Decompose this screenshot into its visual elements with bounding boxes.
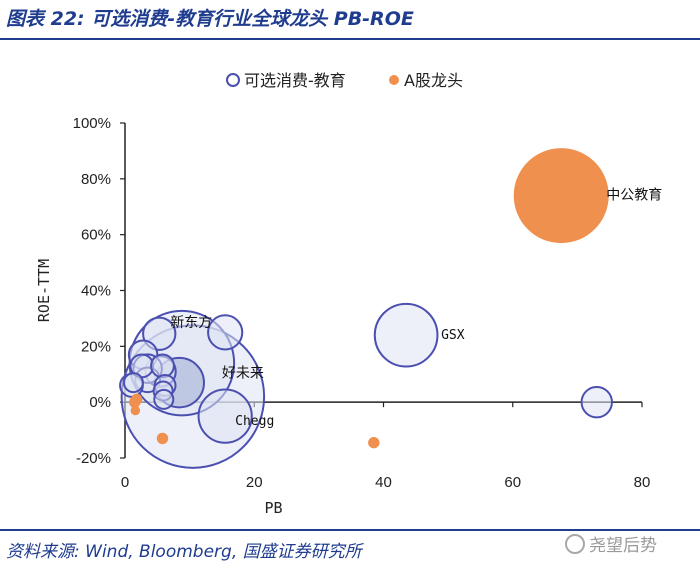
edu-company-bubble xyxy=(580,385,613,419)
y-tick-label: 100% xyxy=(73,115,111,132)
wechat-icon xyxy=(565,534,585,554)
a-share-bubble xyxy=(130,405,141,416)
x-tick-label: 0 xyxy=(121,474,129,491)
x-axis-title: PB xyxy=(264,499,282,517)
footer-divider xyxy=(0,529,700,531)
bubbles xyxy=(119,148,613,469)
data-label: 中公教育 xyxy=(606,188,662,204)
legend-marker-edu xyxy=(226,73,240,87)
figure-title: 图表 22: 可选消费-教育行业全球龙头 PB-ROE xyxy=(6,8,414,30)
a-share-bubble xyxy=(130,393,143,406)
a-share-bubble xyxy=(513,148,609,244)
y-tick-label: -20% xyxy=(76,450,111,467)
source-note: 资料来源: Wind, Bloomberg, 国盛证券研究所 xyxy=(6,542,362,562)
watermark: 尧望后势 xyxy=(565,531,657,556)
edu-company-bubble xyxy=(122,372,144,394)
edu-company-bubble xyxy=(207,314,244,351)
legend-marker-a-share xyxy=(389,75,399,85)
x-tick-label: 80 xyxy=(634,474,651,491)
y-tick-label: 40% xyxy=(81,283,111,300)
edu-company-bubble xyxy=(197,388,253,444)
y-tick-label: 0% xyxy=(89,394,111,411)
y-axis-title: ROE-TTM xyxy=(35,259,53,322)
y-tick-label: 60% xyxy=(81,227,111,244)
title-divider xyxy=(0,38,700,40)
x-tick-label: 20 xyxy=(246,474,263,491)
edu-company-bubble xyxy=(150,353,175,379)
y-tick-label: 80% xyxy=(81,171,111,188)
y-tick-label: 20% xyxy=(81,338,111,355)
legend: 可选消费-教育 A股龙头 xyxy=(226,71,463,90)
data-label: GSX xyxy=(441,328,465,343)
legend-label-edu: 可选消费-教育 xyxy=(244,71,346,90)
edu-company-bubble xyxy=(153,388,175,410)
edu-company-bubble xyxy=(373,302,439,368)
data-label: Chegg xyxy=(235,414,274,429)
annotation-label: 新东方 xyxy=(170,315,212,331)
a-share-bubble xyxy=(368,436,380,449)
data-label: 好未来 xyxy=(222,366,264,382)
x-tick-label: 60 xyxy=(504,474,521,491)
watermark-text: 尧望后势 xyxy=(589,536,657,556)
pb-roe-bubble-chart: 可选消费-教育 A股龙头 -20% 0% 20% 40% 60% 80% 100% 0 20 40… xyxy=(35,71,662,517)
legend-label-a-share: A股龙头 xyxy=(404,71,463,90)
a-share-bubble xyxy=(156,432,169,445)
x-tick-label: 40 xyxy=(375,474,392,491)
